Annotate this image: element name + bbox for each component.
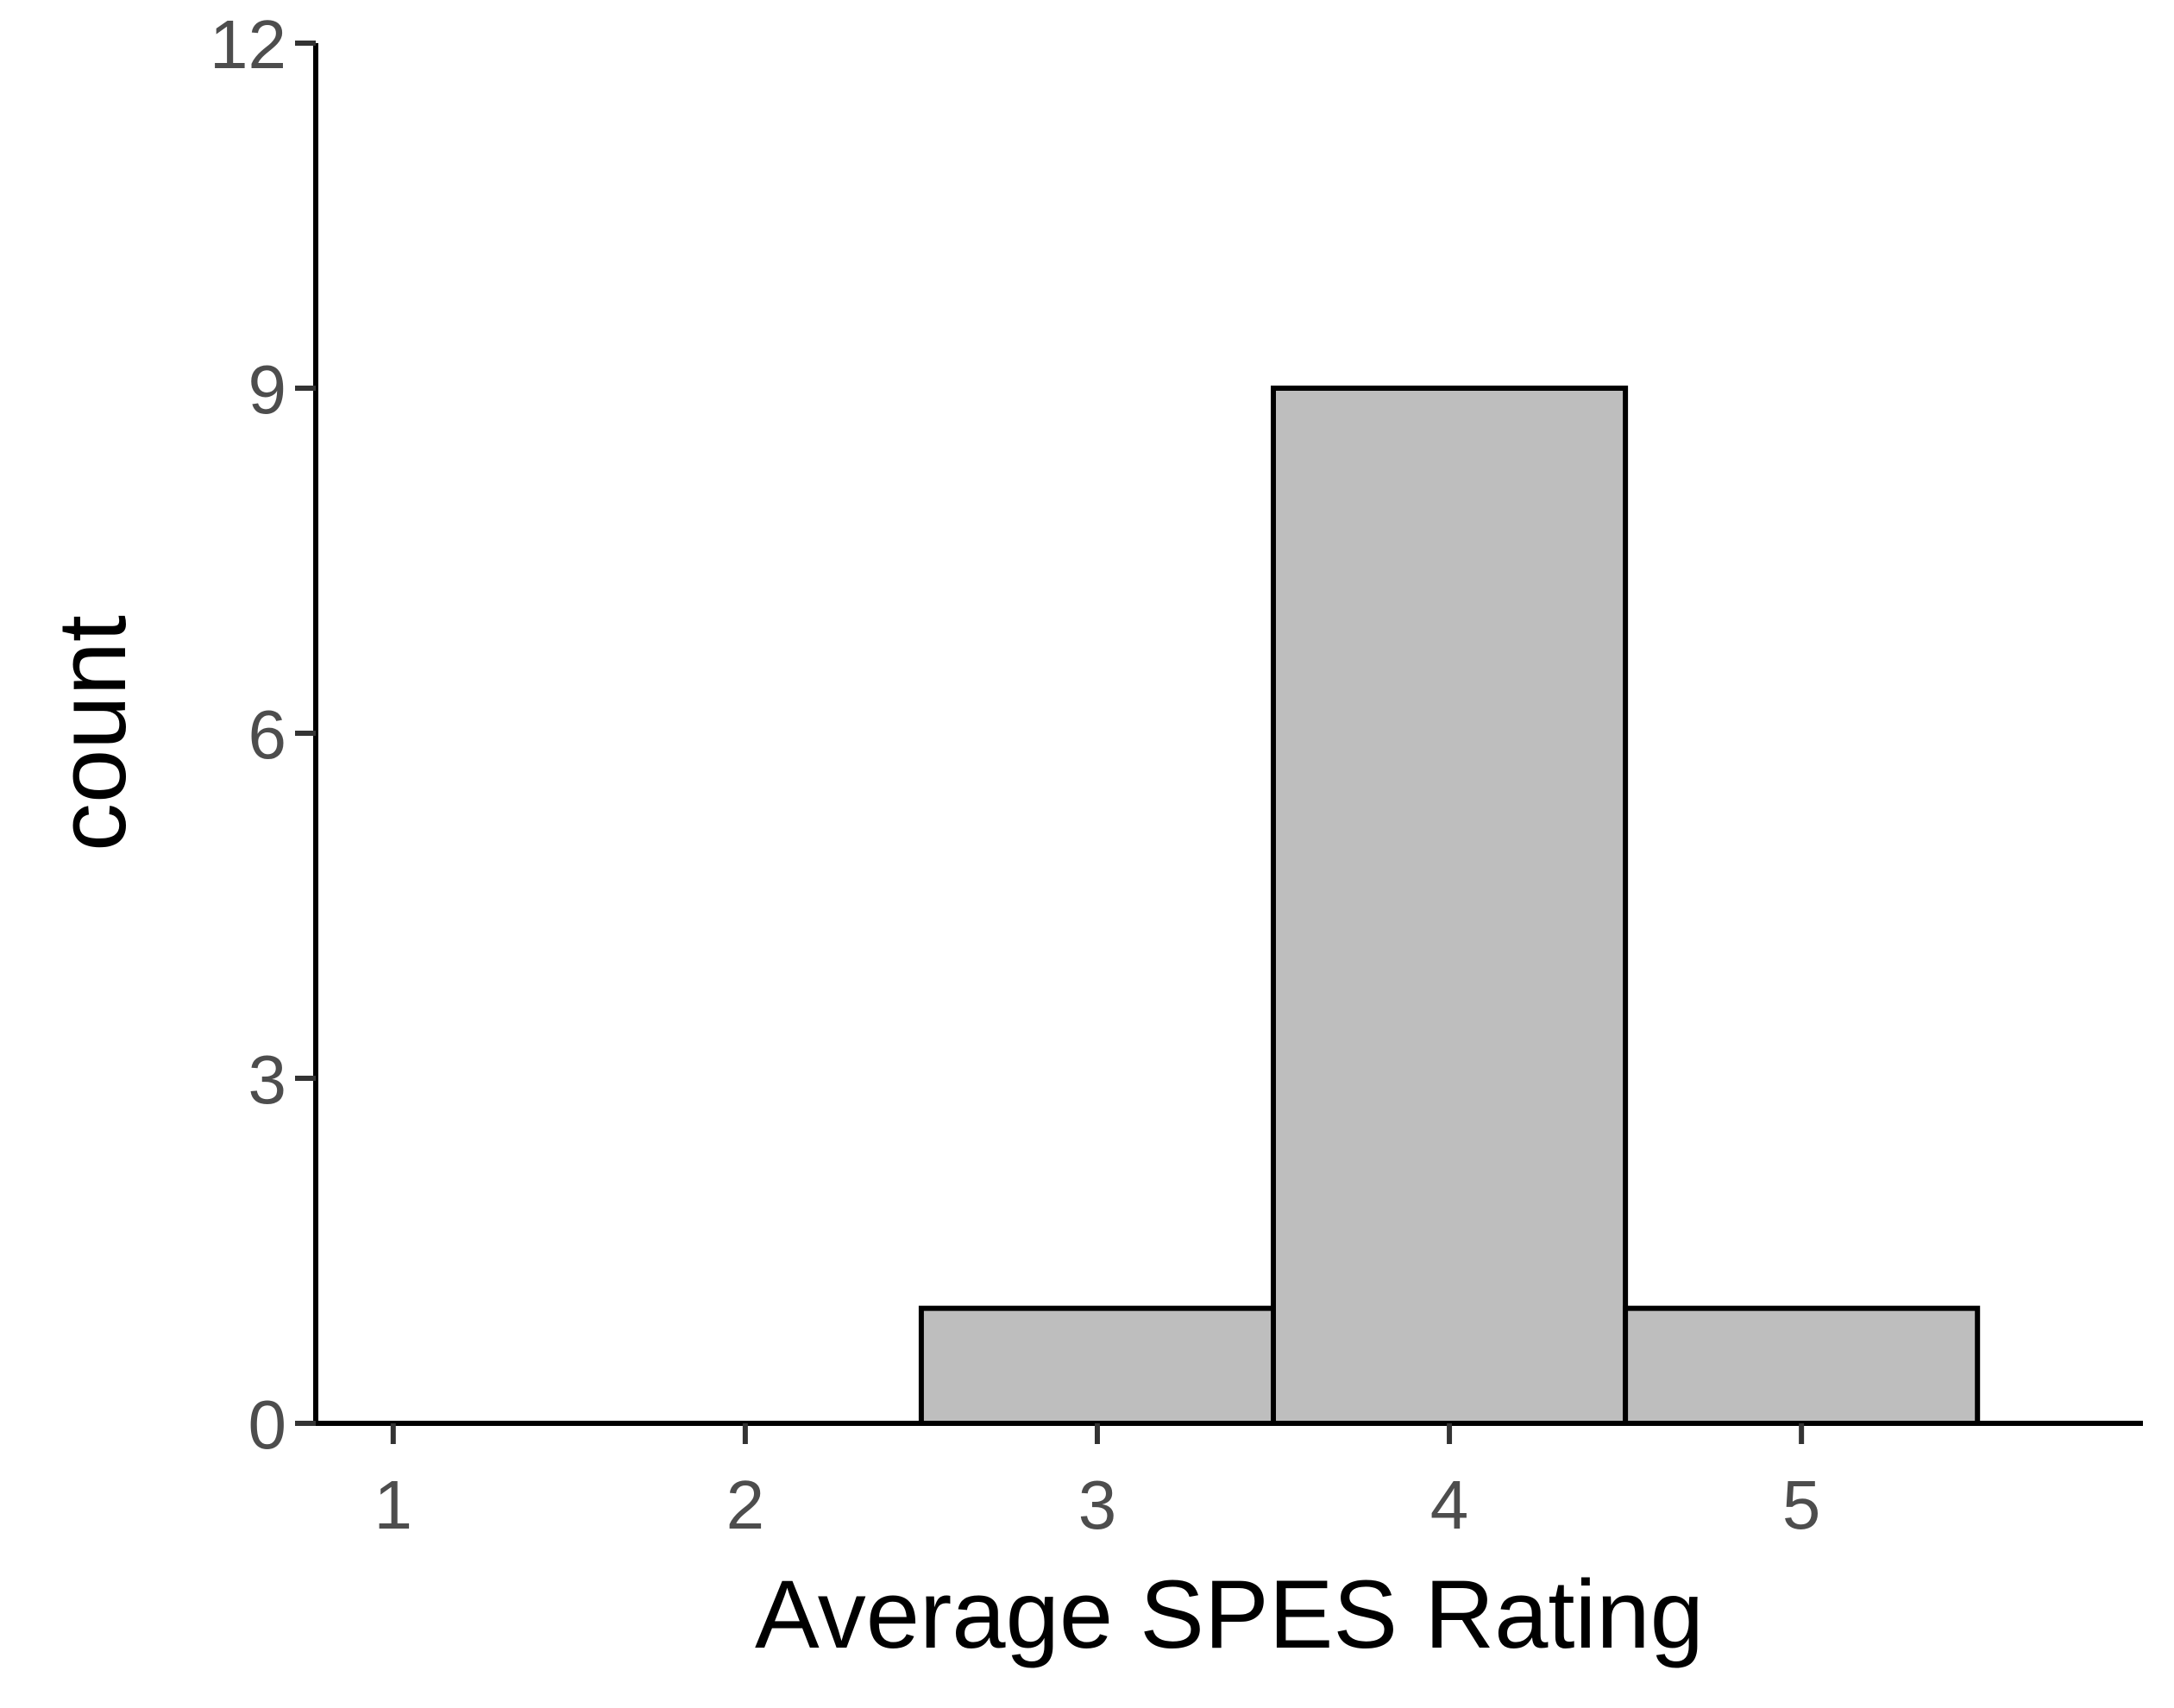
y-tick-label: 3 [248,1041,287,1118]
x-tick-label: 1 [374,1466,413,1543]
y-tick-label: 9 [248,351,287,428]
y-axis-title: count [38,615,146,851]
histogram-bar-2 [1271,386,1629,1426]
x-axis-title: Average SPES Rating [755,1560,1704,1668]
y-tick-label: 0 [248,1386,287,1463]
x-tick-label: 3 [1078,1466,1117,1543]
histogram-bar-3 [1623,1305,1981,1426]
x-tick-label: 2 [726,1466,765,1543]
bars-group [918,386,1981,1426]
x-tick-label: 5 [1782,1466,1821,1543]
histogram-bar-1 [918,1305,1277,1426]
y-tick-label: 6 [248,696,287,773]
axes-group [313,43,2143,1426]
y-tick-label: 12 [210,6,286,83]
x-tick-label: 4 [1430,1466,1469,1543]
